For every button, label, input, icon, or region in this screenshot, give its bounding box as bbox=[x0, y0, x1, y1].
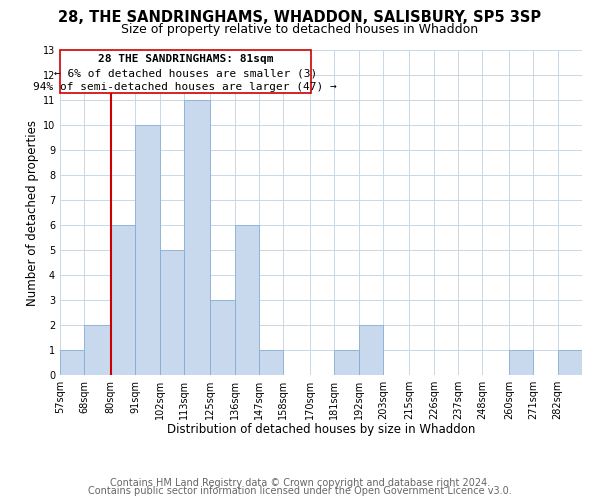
Bar bbox=[235, 225, 259, 375]
FancyBboxPatch shape bbox=[60, 50, 311, 92]
Text: ← 6% of detached houses are smaller (3): ← 6% of detached houses are smaller (3) bbox=[53, 68, 317, 78]
Bar bbox=[85, 325, 111, 375]
X-axis label: Distribution of detached houses by size in Whaddon: Distribution of detached houses by size … bbox=[167, 424, 475, 436]
Text: 94% of semi-detached houses are larger (47) →: 94% of semi-detached houses are larger (… bbox=[34, 82, 337, 92]
Text: 28 THE SANDRINGHAMS: 81sqm: 28 THE SANDRINGHAMS: 81sqm bbox=[98, 54, 273, 64]
Bar bbox=[509, 350, 533, 375]
Bar bbox=[259, 350, 283, 375]
Bar bbox=[334, 350, 359, 375]
Bar bbox=[211, 300, 235, 375]
Bar bbox=[60, 350, 85, 375]
Text: Contains HM Land Registry data © Crown copyright and database right 2024.: Contains HM Land Registry data © Crown c… bbox=[110, 478, 490, 488]
Y-axis label: Number of detached properties: Number of detached properties bbox=[26, 120, 38, 306]
Bar bbox=[135, 125, 160, 375]
Bar bbox=[184, 100, 211, 375]
Bar bbox=[111, 225, 135, 375]
Bar bbox=[160, 250, 184, 375]
Text: Size of property relative to detached houses in Whaddon: Size of property relative to detached ho… bbox=[121, 22, 479, 36]
Bar bbox=[359, 325, 383, 375]
Bar bbox=[557, 350, 582, 375]
Text: Contains public sector information licensed under the Open Government Licence v3: Contains public sector information licen… bbox=[88, 486, 512, 496]
Text: 28, THE SANDRINGHAMS, WHADDON, SALISBURY, SP5 3SP: 28, THE SANDRINGHAMS, WHADDON, SALISBURY… bbox=[58, 10, 542, 25]
